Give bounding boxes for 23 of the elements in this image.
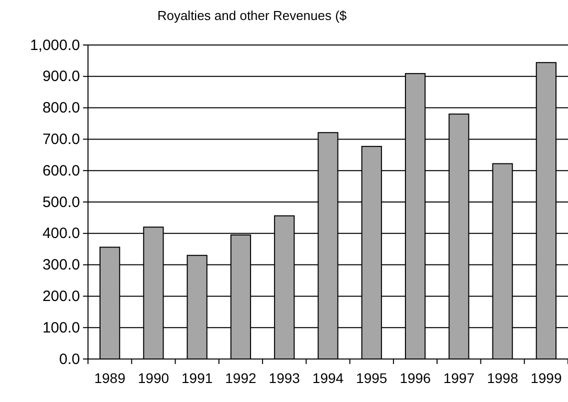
chart-title: Royalties and other Revenues ($ xyxy=(157,8,348,23)
x-tick-label: 1996 xyxy=(400,370,432,386)
x-tick-label: 1997 xyxy=(443,370,475,386)
x-tick-label: 1989 xyxy=(94,370,126,386)
x-tick-label: 1995 xyxy=(356,370,388,386)
x-tick-label: 1993 xyxy=(268,370,300,386)
y-tick-label: 500.0 xyxy=(42,194,80,211)
y-tick-label: 700.0 xyxy=(42,131,80,148)
y-tick-label: 100.0 xyxy=(42,319,80,336)
y-tick-label: 300.0 xyxy=(42,256,80,274)
x-tick-label: 1991 xyxy=(182,370,213,386)
x-tick-label: 1999 xyxy=(530,370,562,386)
y-tick-label: 0.0 xyxy=(59,350,80,368)
y-tick-label: 800.0 xyxy=(42,100,80,117)
y-tick-label: 400.0 xyxy=(42,225,80,242)
x-tick-label: 1990 xyxy=(138,370,170,386)
x-tick-label: 1994 xyxy=(312,370,344,386)
y-tick-label: 200.0 xyxy=(42,288,80,305)
y-tick-label: 600.0 xyxy=(42,162,80,180)
x-tick-label: 1992 xyxy=(225,370,257,386)
y-tick-label: 900.0 xyxy=(42,68,80,86)
x-tick-label: 1998 xyxy=(486,370,518,386)
y-tick-label: 1,000.0 xyxy=(30,36,80,54)
